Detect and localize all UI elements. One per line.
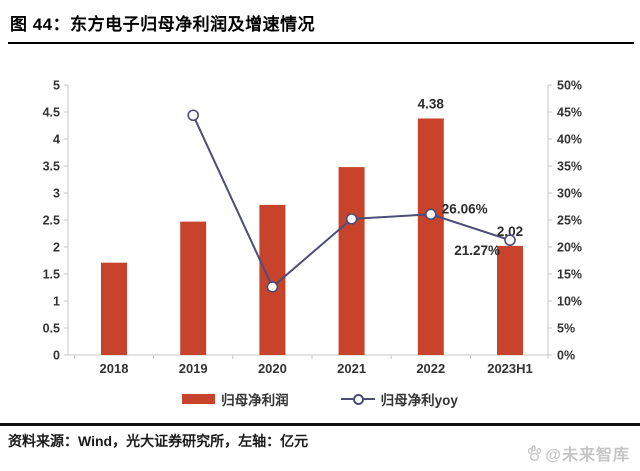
line-data-label: 21.27% — [454, 243, 500, 258]
yoy-marker-2020 — [266, 281, 279, 293]
net-profit-combo-chart: 5 4.5 4 3.5 3 2.5 2 1.5 1 0.5 0 50% 45% 40% 35% 30% 25% 2… — [43, 79, 582, 377]
left-axis-tick-label: 0.5 — [43, 322, 60, 336]
left-axis-tick-label: 0 — [53, 349, 60, 363]
legend-label-yoy: 归母净利yoy — [380, 393, 458, 408]
right-axis-tick-label: 5% — [557, 322, 575, 336]
open-circle-marker-icon — [352, 394, 364, 405]
left-axis-tick-label: 1 — [53, 295, 60, 309]
x-axis-category-label: 2018 — [100, 361, 129, 376]
left-axis-tick-label: 5 — [53, 79, 60, 93]
yoy-marker-2021 — [345, 213, 358, 225]
right-axis-tick-label: 35% — [557, 160, 582, 174]
right-axis-tick-label: 50% — [557, 79, 582, 93]
bar-2018 — [101, 262, 127, 355]
right-axis-tick-label: 10% — [557, 295, 582, 309]
left-axis-tick-label: 3 — [53, 187, 60, 201]
source-note: 资料来源：Wind，光大证券研究所，左轴：亿元 — [8, 433, 309, 449]
left-axis-tick-label: 4.5 — [43, 106, 60, 120]
chart-legend: 归母净利润 归母净利yoy — [0, 389, 640, 409]
bar-swatch-icon — [182, 394, 216, 404]
left-axis-tick-label: 1.5 — [43, 268, 60, 282]
line-data-label: 26.06% — [442, 201, 488, 216]
legend-item-net-profit: 归母净利润 — [182, 389, 289, 409]
legend-item-yoy: 归母净利yoy — [340, 389, 458, 409]
yoy-marker-2023H1 — [504, 234, 516, 246]
left-axis-tick-label: 2 — [53, 241, 60, 255]
x-axis-category-label: 2023H1 — [487, 361, 533, 376]
x-axis-category-label: 2022 — [416, 361, 445, 376]
line-marker-swatch-icon — [340, 394, 375, 405]
legend-label-net-profit: 归母净利润 — [221, 393, 289, 408]
yoy-marker-2022 — [424, 208, 437, 221]
x-axis-category-label: 2021 — [337, 361, 366, 376]
paw-logo-icon — [528, 445, 542, 461]
right-axis-tick-label: 0% — [557, 349, 575, 363]
bar-2022 — [417, 118, 444, 355]
bar-2023H1 — [497, 245, 523, 355]
left-axis-tick-label: 2.5 — [43, 214, 60, 228]
right-axis-tick-label: 20% — [557, 241, 582, 255]
yoy-marker-2019 — [187, 109, 199, 122]
left-axis-tick-label: 4 — [53, 133, 60, 147]
right-axis-tick-label: 45% — [557, 106, 582, 120]
right-axis-tick-label: 30% — [557, 187, 582, 201]
watermark-text: @未来智库 — [545, 447, 630, 464]
footer-divider — [0, 423, 640, 426]
right-axis-tick-label: 15% — [557, 268, 582, 282]
x-axis-category-label: 2019 — [179, 361, 208, 376]
title-divider — [8, 42, 634, 44]
right-axis-tick-label: 25% — [557, 214, 582, 228]
watermark: @未来智库 — [526, 441, 630, 465]
left-axis-tick-label: 3.5 — [43, 160, 60, 174]
x-axis-category-label: 2020 — [258, 361, 287, 376]
figure-title: 图 44：东方电子归母净利润及增速情况 — [10, 15, 316, 34]
bar-data-label: 4.38 — [418, 96, 445, 111]
bar-2019 — [180, 221, 207, 355]
bar-2021 — [338, 167, 365, 355]
bar-data-label: 2.02 — [497, 224, 523, 239]
right-axis-tick-label: 40% — [557, 133, 582, 147]
